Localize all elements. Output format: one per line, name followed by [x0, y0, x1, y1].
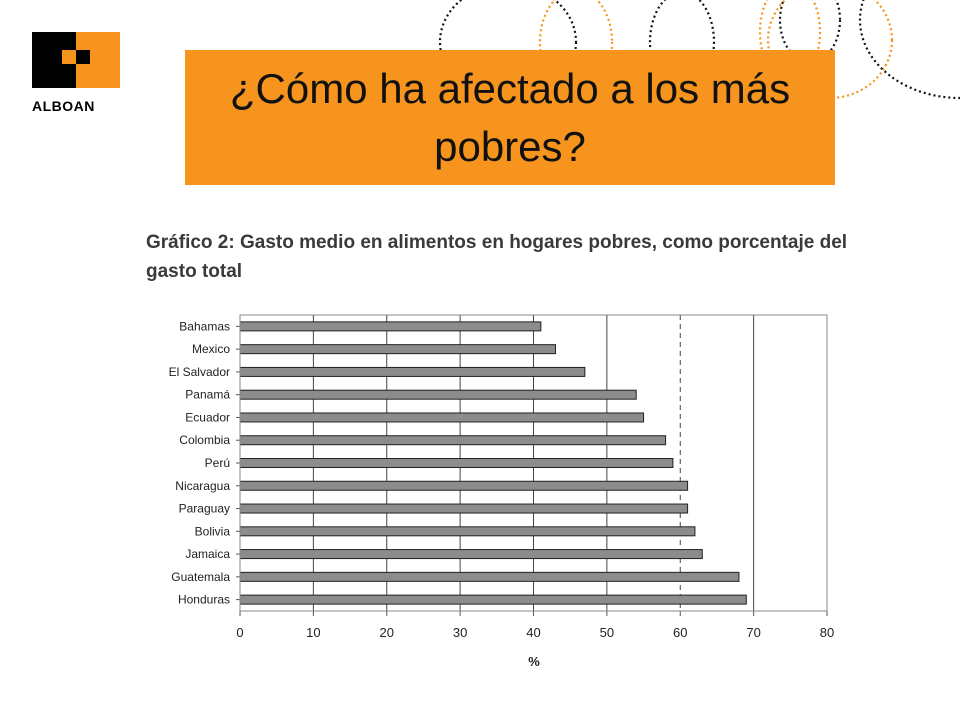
deco-circle-orange-1: [538, 0, 614, 96]
slide-title: ¿Cómo ha afectado a los más pobres?: [229, 64, 791, 170]
bar-paraguay: [239, 503, 689, 514]
deco-circle-orange-3: [766, 0, 894, 100]
brand-name: ALBOAN: [32, 98, 95, 114]
title-banner: ¿Cómo ha afectado a los más pobres?: [185, 50, 835, 185]
category-label-bahamas: Bahamas: [179, 319, 230, 333]
category-label-paraguay: Paraguay: [179, 502, 230, 516]
deco-circle-black-4: [858, 0, 960, 100]
bar-layer: [239, 321, 747, 605]
category-label-perú: Perú: [205, 456, 230, 470]
bar-honduras: [239, 594, 747, 605]
deco-circle-black-1: [438, 0, 578, 102]
category-label-colombia: Colombia: [179, 433, 230, 447]
x-tick-label-20: 20: [380, 625, 394, 640]
bar-el-salvador: [239, 366, 586, 377]
bar-panamá: [239, 389, 637, 400]
bar-jamaica: [239, 549, 703, 560]
alboan-logo-icon: [32, 32, 120, 88]
x-axis-title: %: [528, 654, 540, 669]
chart-heading: Gráfico 2: Gasto medio en alimentos en h…: [146, 232, 848, 282]
category-label-nicaragua: Nicaragua: [175, 479, 230, 493]
plot-frame: [239, 314, 828, 612]
bar-nicaragua: [239, 480, 689, 491]
x-tick-label-50: 50: [600, 625, 614, 640]
bar-mexico: [239, 344, 557, 355]
x-tick-label-10: 10: [306, 625, 320, 640]
x-tick-label-80: 80: [820, 625, 834, 640]
category-label-el-salvador: El Salvador: [169, 365, 230, 379]
bar-perú: [239, 458, 674, 468]
label-layer: 0 10 20 30 40 50 60 70 80 Bahamas Mexico El Salvado…: [169, 319, 835, 640]
bar-bahamas: [239, 321, 542, 332]
category-label-panamá: Panamá: [185, 388, 230, 402]
x-tick-label-30: 30: [453, 625, 467, 640]
bar-bolivia: [239, 526, 696, 537]
bar-guatemala: [239, 571, 740, 582]
category-label-jamaica: Jamaica: [185, 547, 230, 561]
x-tick-label-0: 0: [236, 625, 243, 640]
x-tick-label-60: 60: [673, 625, 687, 640]
deco-circle-orange-2: [758, 0, 822, 84]
x-tick-label-70: 70: [746, 625, 760, 640]
category-label-bolivia: Bolivia: [195, 524, 231, 538]
x-tick-label-40: 40: [526, 625, 540, 640]
category-label-mexico: Mexico: [192, 342, 230, 356]
bar-ecuador: [239, 412, 645, 423]
category-label-guatemala: Guatemala: [171, 570, 230, 584]
bar-colombia: [239, 435, 667, 446]
category-label-honduras: Honduras: [178, 593, 230, 607]
category-label-ecuador: Ecuador: [185, 410, 230, 424]
